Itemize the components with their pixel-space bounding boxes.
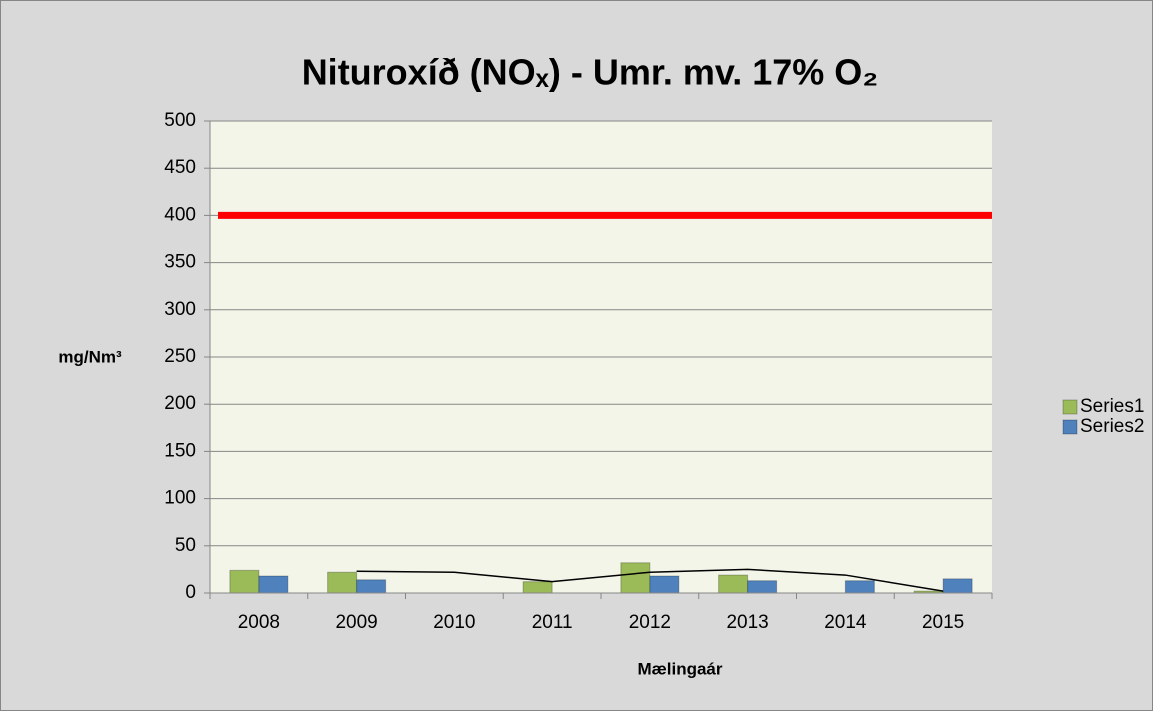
y-tick-label: 100 (164, 488, 196, 509)
bar (942, 578, 973, 594)
bar (844, 580, 875, 594)
bar (229, 569, 260, 594)
bar (747, 580, 778, 594)
y-tick-label: 450 (164, 157, 196, 178)
y-tick-label: 0 (185, 582, 196, 603)
y-tick-label: 50 (175, 535, 196, 556)
x-tick-label: 2014 (824, 612, 867, 633)
bar (620, 562, 651, 594)
x-tick-label: 2008 (238, 612, 280, 633)
y-tick-label: 200 (164, 393, 196, 414)
x-tick-label: 2010 (433, 612, 475, 633)
legend-swatch (1062, 399, 1078, 415)
legend-swatch (1062, 419, 1078, 435)
bar (718, 574, 749, 594)
bar (327, 571, 358, 594)
y-tick-label: 500 (164, 110, 196, 131)
chart-title: Nituroxíð (NOₓ) - Umr. mv. 17% O₂ (302, 52, 879, 93)
x-axis-label: Mælingaár (637, 659, 722, 678)
x-tick-label: 2013 (726, 612, 768, 633)
legend-label: Series2 (1080, 416, 1144, 437)
x-tick-label: 2011 (532, 612, 573, 633)
bar (356, 579, 387, 594)
bar (522, 581, 553, 594)
legend-label: Series1 (1080, 396, 1144, 417)
y-tick-label: 300 (164, 299, 196, 320)
x-tick-label: 2012 (629, 612, 671, 633)
x-tick-label: 2015 (922, 612, 964, 633)
y-tick-label: 350 (164, 252, 196, 273)
y-tick-label: 250 (164, 346, 196, 367)
bar (258, 575, 289, 594)
x-tick-label: 2009 (335, 612, 377, 633)
y-tick-label: 150 (164, 440, 196, 461)
bar (649, 575, 680, 594)
y-tick-label: 400 (164, 204, 196, 225)
y-axis-label: mg/Nm³ (58, 347, 122, 366)
line (356, 568, 944, 592)
